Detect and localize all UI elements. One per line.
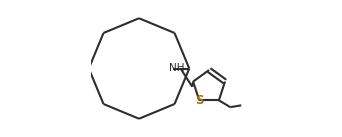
Text: NH: NH bbox=[169, 63, 185, 73]
Text: S: S bbox=[195, 94, 203, 107]
